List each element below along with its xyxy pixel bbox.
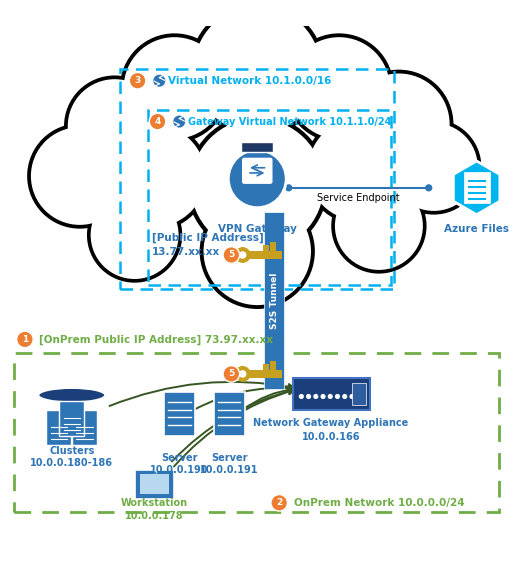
FancyBboxPatch shape [214,391,244,436]
Text: Azure Files: Azure Files [444,224,509,234]
FancyBboxPatch shape [140,475,169,494]
Circle shape [308,119,410,220]
Circle shape [307,118,411,221]
Circle shape [313,394,319,399]
FancyBboxPatch shape [241,142,273,152]
FancyBboxPatch shape [270,242,276,251]
Text: Workstation
10.0.0.178: Workstation 10.0.0.178 [121,498,188,521]
Circle shape [390,123,478,211]
Circle shape [349,394,354,399]
Circle shape [240,252,246,258]
Text: 2: 2 [276,498,282,508]
Circle shape [348,73,450,175]
Circle shape [67,79,163,174]
Circle shape [103,124,206,228]
Circle shape [68,79,162,173]
FancyBboxPatch shape [135,469,174,498]
Text: Server
10.0.0.191: Server 10.0.0.191 [200,453,258,475]
Circle shape [17,331,33,348]
Circle shape [425,184,433,191]
Circle shape [335,182,423,270]
Circle shape [389,122,479,212]
Circle shape [236,248,250,262]
FancyBboxPatch shape [352,383,366,405]
FancyBboxPatch shape [270,361,276,370]
FancyBboxPatch shape [248,251,282,259]
Circle shape [130,72,146,89]
Text: 5: 5 [228,369,235,378]
Circle shape [347,72,451,176]
Circle shape [287,36,391,140]
Text: 3: 3 [135,76,141,85]
Circle shape [223,366,240,382]
Circle shape [306,394,311,399]
FancyBboxPatch shape [263,245,269,251]
Ellipse shape [38,388,105,402]
Text: [OnPrem Public IP Address] 73.97.xx.xx: [OnPrem Public IP Address] 73.97.xx.xx [39,334,274,345]
Circle shape [334,181,424,271]
Text: Network Gateway Appliance
10.0.0.166: Network Gateway Appliance 10.0.0.166 [253,418,409,442]
Circle shape [204,197,311,305]
Circle shape [335,394,340,399]
Circle shape [299,394,304,399]
Circle shape [285,184,292,191]
Circle shape [194,6,321,133]
Text: Clusters
10.0.0.180-186: Clusters 10.0.0.180-186 [30,446,113,468]
Circle shape [124,37,225,139]
Circle shape [90,190,179,280]
Circle shape [223,247,240,263]
Circle shape [271,494,287,511]
Circle shape [321,394,326,399]
Circle shape [30,126,130,226]
Text: S2S Tunnel: S2S Tunnel [270,273,279,329]
Circle shape [123,36,226,140]
Circle shape [240,371,246,377]
Circle shape [342,394,347,399]
FancyBboxPatch shape [293,378,369,410]
Circle shape [328,394,333,399]
FancyBboxPatch shape [264,212,284,389]
Text: OnPrem Network 10.0.0.0/24: OnPrem Network 10.0.0.0/24 [294,498,464,508]
Circle shape [236,366,250,381]
FancyBboxPatch shape [464,172,490,204]
FancyBboxPatch shape [243,158,272,183]
Text: 4: 4 [154,117,161,126]
Circle shape [172,115,186,128]
FancyBboxPatch shape [47,410,71,445]
Circle shape [149,113,166,130]
Circle shape [191,119,324,251]
Text: VPN Gateway: VPN Gateway [218,224,297,234]
Text: [Public IP Address]
13.77.xx.xx: [Public IP Address] 13.77.xx.xx [152,233,263,257]
Text: Service Endpoint: Service Endpoint [318,193,400,203]
FancyBboxPatch shape [60,401,84,436]
Circle shape [31,127,128,225]
FancyBboxPatch shape [248,370,282,377]
Circle shape [91,191,179,279]
FancyBboxPatch shape [164,391,195,436]
Circle shape [356,394,362,399]
Text: 5: 5 [228,250,235,259]
Circle shape [153,74,166,88]
Circle shape [228,150,286,208]
FancyBboxPatch shape [263,364,269,370]
Circle shape [193,5,322,135]
Text: Server
10.0.0.190: Server 10.0.0.190 [150,453,209,475]
FancyBboxPatch shape [73,410,97,445]
Text: 1: 1 [22,335,28,344]
Text: Virtual Network 10.1.0.0/16: Virtual Network 10.1.0.0/16 [168,76,332,86]
Circle shape [203,196,312,306]
Circle shape [104,125,205,227]
Polygon shape [453,161,500,215]
Circle shape [190,117,325,253]
Text: Gateway Virtual Network 10.1.1.0/24: Gateway Virtual Network 10.1.1.0/24 [188,117,392,126]
Circle shape [288,37,390,139]
